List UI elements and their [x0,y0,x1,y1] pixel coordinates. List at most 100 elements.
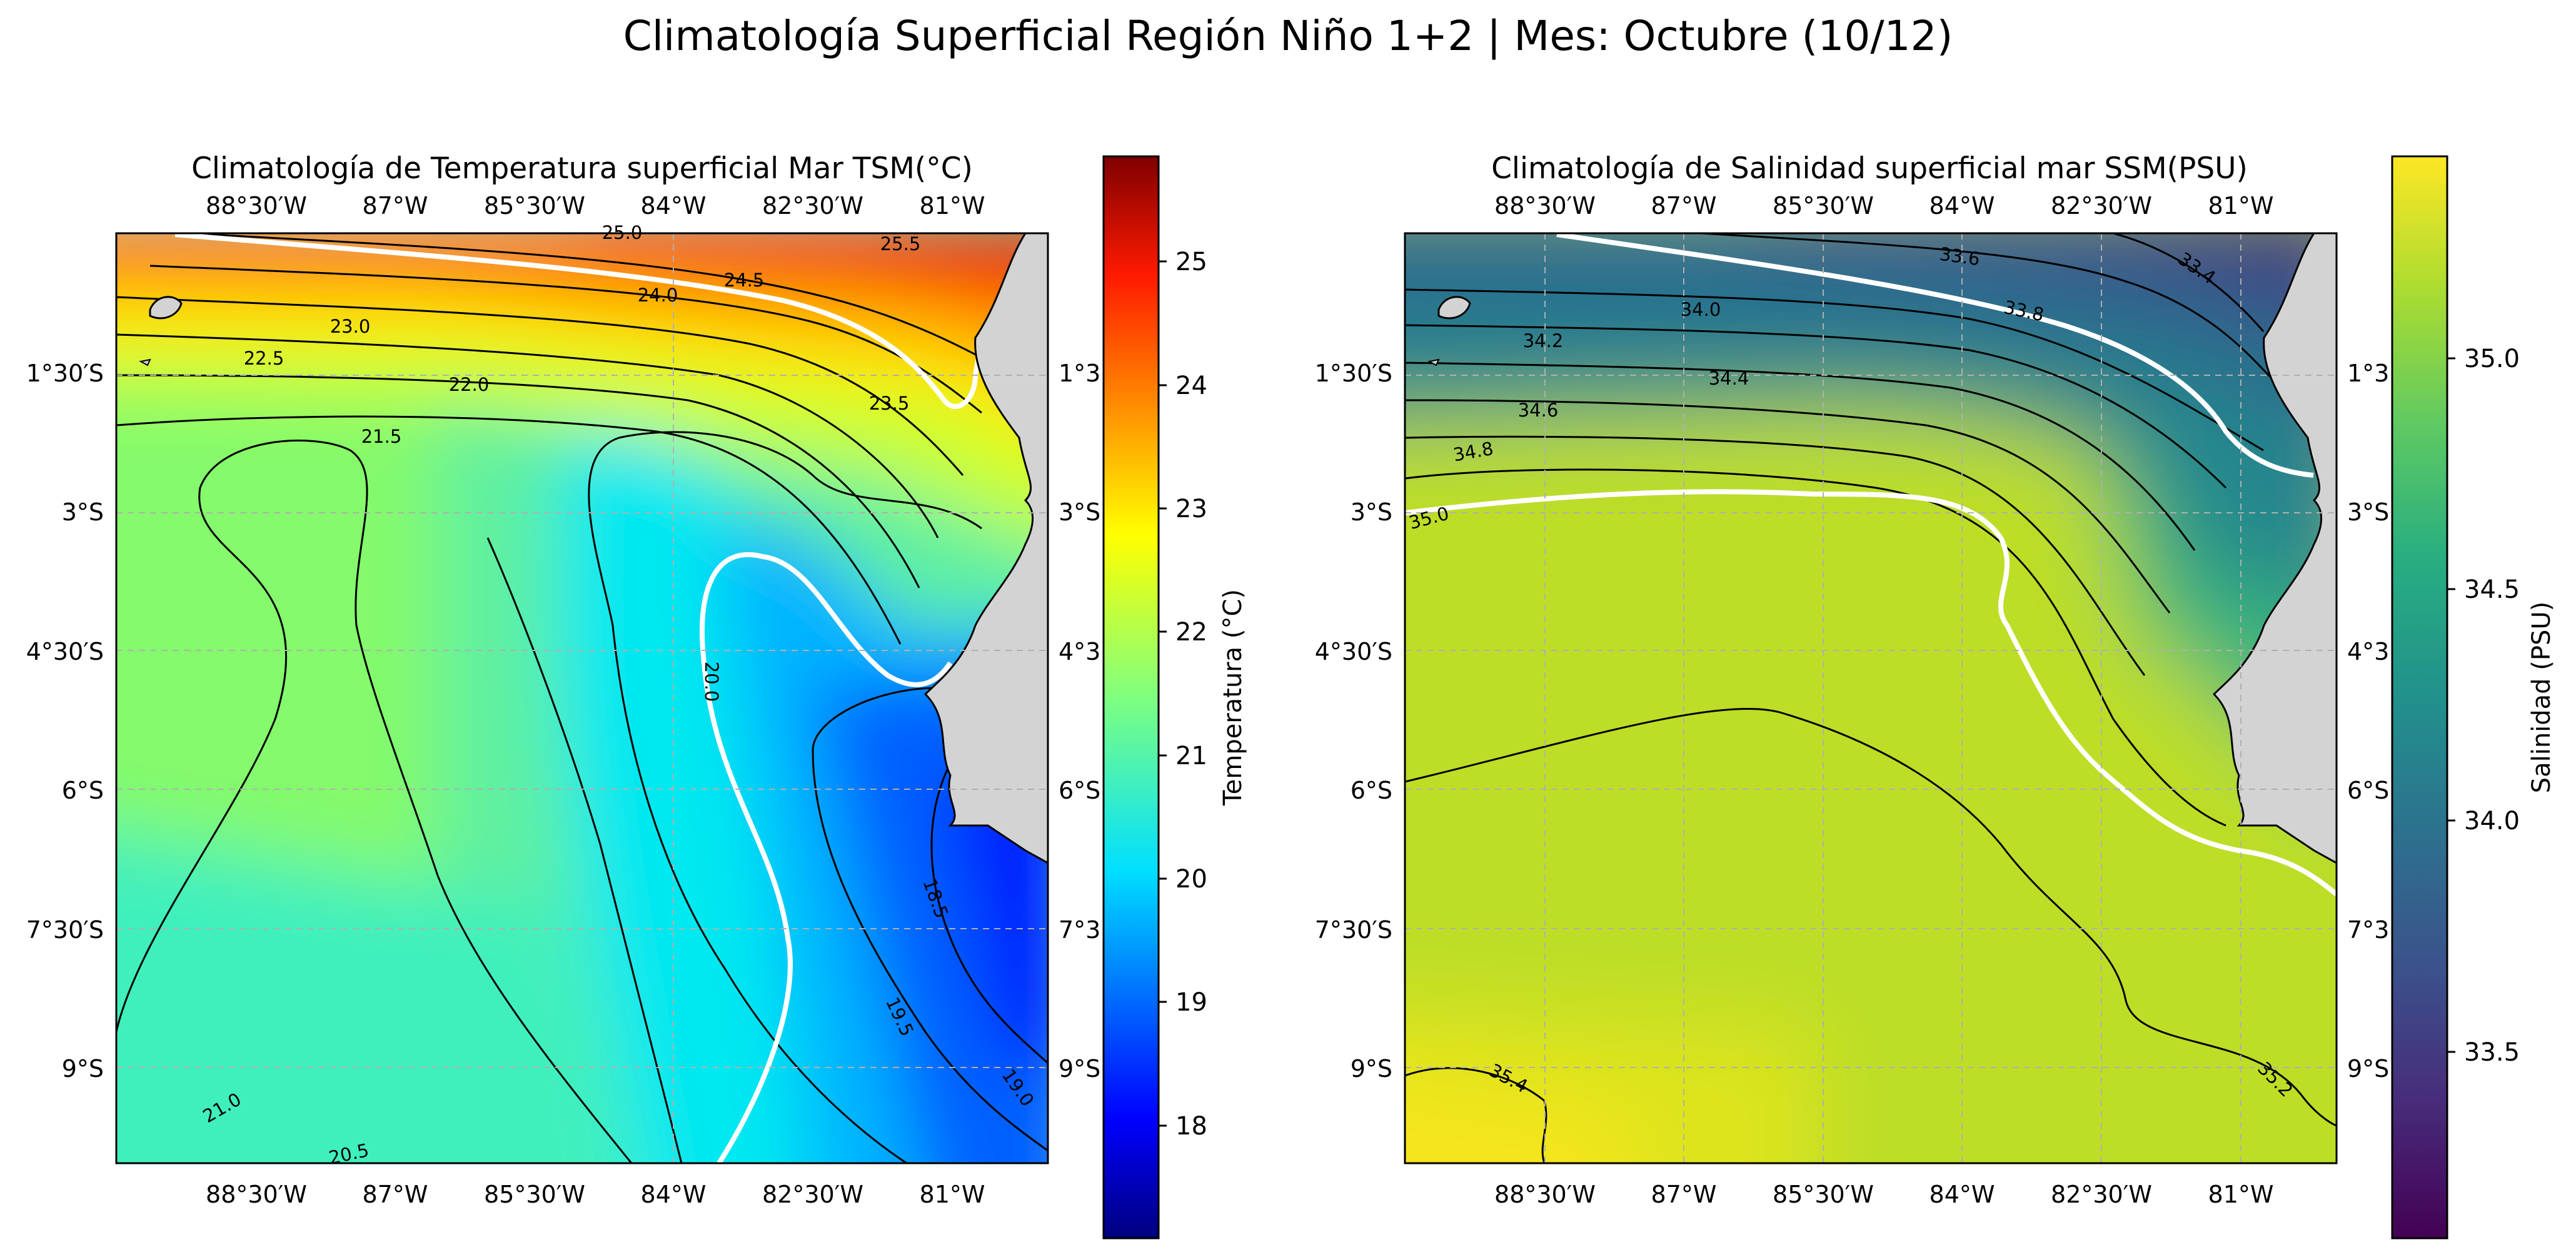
lon-tick-label: 84°W [641,192,707,220]
lat-tick-label: 3°S [1059,498,1100,526]
lat-tick-label: 6°S [2347,777,2389,804]
temperature-islet [139,358,151,366]
lat-tick-label: 7°30′S [26,916,104,944]
colorbar-tick-label: 34.0 [2464,807,2520,835]
lon-tick-label: 82°30′W [762,1181,863,1208]
colorbar-tick-label: 21 [1175,742,1207,770]
temperature-map [116,233,1048,1163]
lat-tick-label: 3°S [2347,498,2389,526]
contour-label: 34.0 [1681,299,1721,320]
lon-tick-label: 84°W [1929,1181,1995,1208]
salinity-colorbar-gradient [2391,155,2448,1239]
salinity-lat-ticks-left: 1°30′S 3°S 4°30′S 6°S 7°30′S 9°S [1315,360,1392,1083]
temperature-highlight-contour-20 [699,552,953,1163]
lat-tick-label: 4°30′S [26,638,104,665]
temperature-map-frame [115,232,1049,1164]
salinity-lat-ticks-right: 1°3 3°S 4°3 6°S 7°3 9°S [2347,360,2389,1083]
contour-label: 25.5 [880,233,921,255]
contour-label: 24.0 [638,285,678,306]
contour-label: 34.6 [1518,400,1559,421]
salinity-colorbar: 35.0 34.5 34.0 33.5 Salinidad (PSU) [2391,155,2556,1239]
lat-tick-label: 4°3 [2347,638,2389,665]
temperature-land [923,233,1048,864]
salinity-map-frame [1404,232,2338,1164]
lon-tick-label: 81°W [2208,1181,2274,1208]
salinity-highlight-contour-33-8 [1556,233,2314,478]
lon-tick-label: 87°W [1651,1181,1717,1208]
colorbar-tick-label: 33.5 [2464,1038,2520,1067]
colorbar-tick-label: 34.5 [2464,575,2520,604]
lat-tick-label: 4°3 [1059,638,1100,665]
lon-tick-label: 82°30′W [2051,1181,2152,1208]
lon-tick-label: 82°30′W [762,192,863,220]
colorbar-tick-label: 22 [1175,618,1207,647]
lat-tick-label: 6°S [62,777,104,804]
lat-tick-label: 7°30′S [1315,916,1392,944]
figure-title: Climatología Superficial Región Niño 1+2… [623,12,1953,60]
lat-tick-label: 9°S [1351,1055,1392,1083]
temperature-gridlines [116,233,1048,1163]
salinity-field [1405,233,2337,1163]
lat-tick-label: 7°3 [2347,916,2389,944]
salinity-land [2212,233,2337,864]
temperature-island [149,296,183,320]
lat-tick-label: 1°3 [1059,360,1100,387]
temperature-lat-ticks-left: 1°30′S 3°S 4°30′S 6°S 7°30′S 9°S [26,360,104,1083]
temperature-colorbar-label: Temperatura (°C) [1219,589,1247,806]
lon-tick-label: 85°30′W [1773,1181,1874,1208]
lat-tick-label: 4°30′S [1315,638,1392,665]
salinity-contour-labels: 33.6 33.4 33.8 34.0 34.2 34.4 34.6 34.8 … [1407,243,2297,1101]
lat-tick-label: 9°S [2347,1055,2389,1083]
lon-tick-label: 81°W [2208,192,2274,220]
lat-tick-label: 1°30′S [1315,360,1392,387]
salinity-panel-title: Climatología de Salinidad superficial ma… [1491,151,2248,186]
contour-label: 23.0 [330,316,371,337]
lon-tick-label: 85°30′W [1773,192,1874,220]
lon-tick-label: 85°30′W [484,192,585,220]
colorbar-tick-label: 20 [1175,865,1207,894]
colorbar-tick-label: 25 [1175,248,1207,276]
lat-tick-label: 1°30′S [26,360,104,387]
lon-tick-label: 85°30′W [484,1181,585,1208]
salinity-highlight-contour-35-0 [1405,489,2337,897]
contour-label: 23.5 [869,393,910,414]
colorbar-tick-label: 35.0 [2464,345,2520,373]
salinity-map [1405,233,2337,1163]
contour-label: 20.0 [701,662,722,702]
lat-tick-label: 1°3 [2347,360,2389,387]
contour-label: 22.0 [449,374,490,395]
contour-label: 34.2 [1523,330,1564,351]
lon-tick-label: 88°30′W [1494,1181,1596,1208]
lat-tick-label: 7°3 [1059,916,1100,944]
salinity-lon-ticks-bottom: 88°30′W 87°W 85°30′W 84°W 82°30′W 81°W [1494,1181,2273,1208]
salinity-lon-ticks-top: 88°30′W 87°W 85°30′W 84°W 82°30′W 81°W [1494,192,2273,220]
contour-label: 24.5 [724,270,765,291]
lat-tick-label: 9°S [62,1055,104,1083]
temperature-panel: Climatología de Temperatura superficial … [26,151,1247,1239]
colorbar-tick-label: 19 [1175,988,1207,1017]
lon-tick-label: 87°W [363,192,428,220]
temperature-highlight-contour [174,233,984,409]
lat-tick-label: 6°S [1059,777,1100,804]
colorbar-tick-label: 18 [1175,1112,1207,1141]
lon-tick-label: 88°30′W [206,1181,307,1208]
lon-tick-label: 84°W [641,1181,707,1208]
lon-tick-label: 84°W [1929,192,1995,220]
lat-tick-label: 3°S [62,498,104,526]
salinity-islet [1427,358,1440,366]
salinity-gridlines [1405,233,2337,1163]
temperature-panel-title: Climatología de Temperatura superficial … [191,151,973,186]
salinity-contours [1405,233,2337,1163]
lat-tick-label: 9°S [1059,1055,1100,1083]
temperature-lon-ticks-top: 88°30′W 87°W 85°30′W 84°W 82°30′W 81°W [206,192,985,220]
lon-tick-label: 87°W [1651,192,1717,220]
salinity-island [1437,296,1471,320]
lon-tick-label: 81°W [920,1181,985,1208]
lon-tick-label: 82°30′W [2051,192,2152,220]
lon-tick-label: 87°W [363,1181,428,1208]
lon-tick-label: 88°30′W [206,192,307,220]
colorbar-tick-label: 24 [1175,371,1207,400]
lon-tick-label: 81°W [920,192,985,220]
temperature-colorbar: 25 24 23 22 21 20 19 18 Temperatura (°C) [1102,155,1247,1239]
